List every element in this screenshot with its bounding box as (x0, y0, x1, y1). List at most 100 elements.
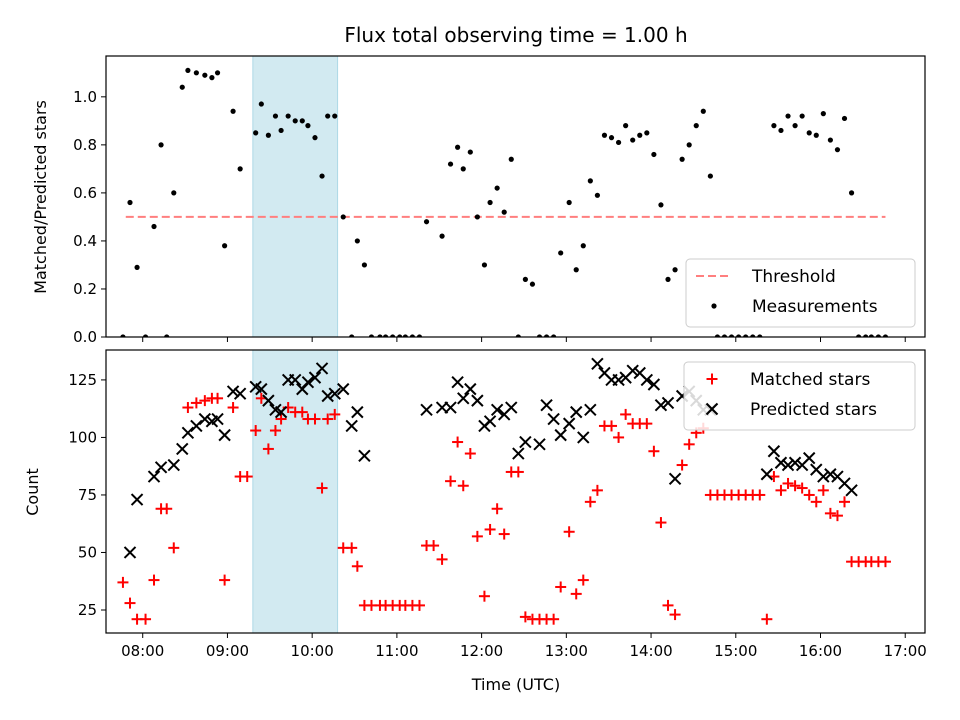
data-point (613, 431, 625, 443)
data-point (354, 238, 360, 244)
data-point (436, 553, 448, 565)
data-point (315, 362, 329, 375)
data-point (382, 334, 389, 337)
data-point (573, 267, 579, 273)
data-point (813, 132, 819, 138)
data-point (471, 530, 483, 542)
data-point (409, 334, 416, 337)
data-point (390, 334, 396, 337)
series-predicted-stars (123, 357, 858, 559)
data-point (262, 443, 274, 455)
data-point (219, 574, 231, 586)
data-point (296, 406, 308, 418)
data-point (637, 132, 643, 138)
data-point (176, 442, 189, 456)
x-tick-label: 11:00 (375, 642, 418, 660)
data-point (140, 613, 152, 625)
axes-frame (105, 349, 926, 634)
data-point (707, 173, 713, 179)
data-point (299, 118, 305, 124)
data-point (683, 438, 695, 450)
data-point (269, 425, 281, 437)
data-point (494, 185, 500, 191)
data-point (615, 139, 622, 146)
y-tick-label: 0.0 (73, 328, 97, 346)
data-point (167, 458, 180, 472)
data-point (377, 334, 383, 337)
data-point (464, 448, 476, 460)
data-point (676, 459, 688, 471)
data-point (325, 113, 331, 119)
data-point (484, 523, 496, 535)
data-point (227, 402, 239, 414)
data-point (554, 428, 567, 442)
data-point (563, 526, 575, 538)
data-point (648, 445, 660, 457)
data-point (601, 132, 608, 138)
data-point (668, 472, 682, 486)
data-point (803, 489, 815, 501)
data-point (806, 130, 812, 136)
data-point (233, 387, 247, 400)
data-point (351, 560, 363, 572)
data-point (117, 576, 129, 588)
data-point (305, 123, 311, 129)
data-point (555, 581, 567, 593)
data-point (151, 223, 157, 230)
data-point (594, 192, 601, 198)
data-point (274, 405, 288, 419)
data-point (182, 402, 194, 414)
data-point (171, 190, 177, 196)
data-point (439, 233, 445, 239)
data-point (498, 528, 510, 540)
data-point (540, 399, 553, 412)
data-point (190, 419, 203, 433)
data-point (322, 413, 334, 425)
data-point (512, 466, 524, 478)
data-point (319, 173, 325, 179)
y-tick-label: 25 (78, 601, 97, 619)
data-point (345, 419, 358, 433)
data-point (562, 417, 576, 430)
data-point (134, 264, 140, 270)
data-point (606, 420, 618, 432)
data-point (120, 334, 126, 337)
data-point (831, 510, 843, 522)
data-point (474, 214, 480, 220)
x-tick-label: 08:00 (121, 642, 164, 660)
data-point (508, 156, 514, 162)
data-point (505, 401, 518, 414)
data-point (721, 334, 728, 337)
data-point (397, 334, 403, 337)
legend-label: Measurements (752, 297, 878, 317)
data-point (211, 412, 224, 426)
x-tick-label: 10:00 (291, 642, 334, 660)
x-tick-label: 13:00 (545, 642, 588, 660)
legend-swatch-marker (705, 402, 719, 416)
data-point (265, 132, 271, 138)
data-point (669, 609, 681, 621)
data-point (349, 334, 355, 337)
axes-frame (105, 55, 926, 338)
bottom-y-axis-label: Count (23, 468, 42, 516)
data-point (222, 243, 228, 249)
data-point (368, 334, 375, 337)
highlight-span (252, 56, 338, 337)
data-point (577, 574, 589, 586)
legend-box (685, 258, 916, 328)
data-point (577, 431, 590, 444)
legend-box (683, 361, 916, 431)
legend-label: Predicted stars (750, 400, 877, 420)
data-point (491, 503, 503, 515)
data-point (202, 72, 208, 78)
data-point (757, 334, 763, 337)
data-point (529, 281, 536, 287)
data-point (464, 382, 477, 396)
data-point (130, 493, 144, 506)
y-tick-label: 75 (78, 486, 97, 504)
data-point (788, 456, 802, 469)
data-point (161, 503, 173, 515)
data-point (285, 113, 291, 119)
data-point (272, 113, 279, 119)
data-point (587, 178, 593, 184)
